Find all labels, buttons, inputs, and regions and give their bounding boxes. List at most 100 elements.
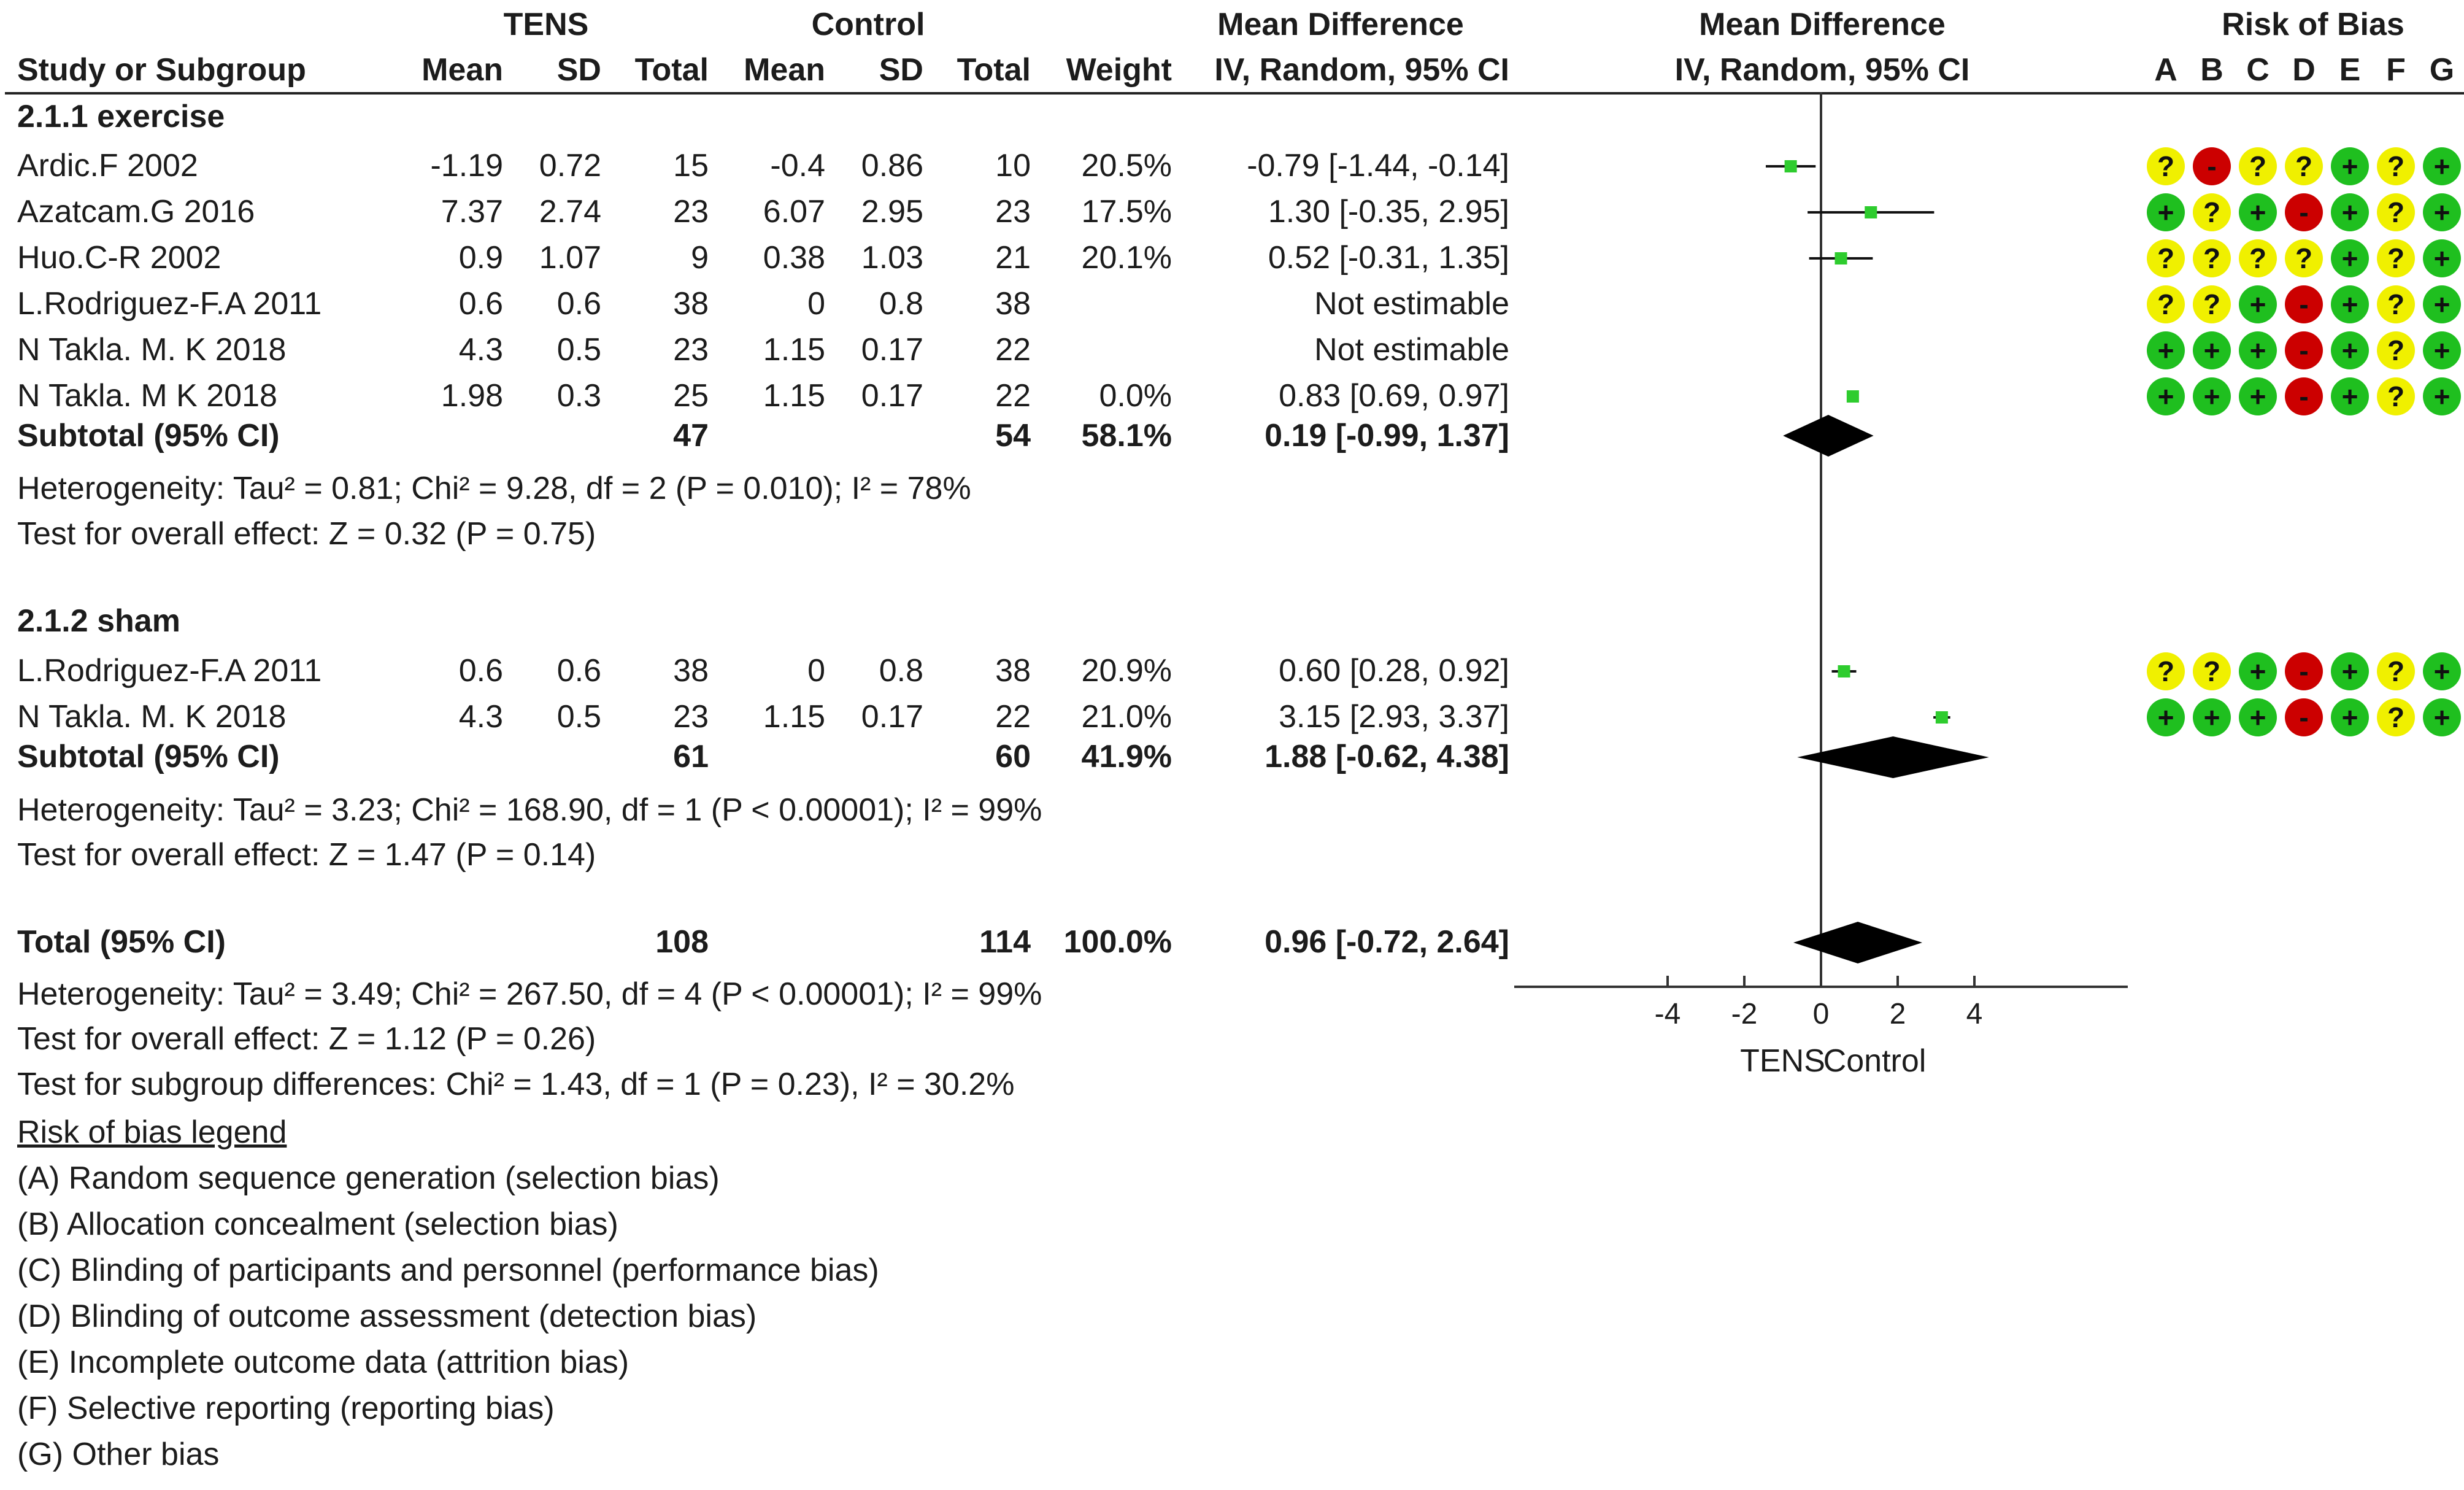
- subgroup-differences-text: Test for subgroup differences: Chi² = 1.…: [17, 1067, 1015, 1102]
- rob-symbol: +: [2434, 288, 2451, 320]
- rob-dot: [2285, 652, 2323, 690]
- rob-symbol: -: [2299, 334, 2308, 366]
- tens-sd: 0.72: [539, 148, 601, 183]
- rob-symbol: -: [2299, 380, 2308, 412]
- heterogeneity-text: Heterogeneity: Tau² = 3.23; Chi² = 168.9…: [17, 792, 1042, 828]
- rob-dot: [2147, 239, 2185, 277]
- mean2-header: Mean: [744, 52, 825, 88]
- rob-dot: [2423, 285, 2461, 323]
- rob-symbol: -: [2207, 150, 2216, 182]
- tens-mean: 4.3: [458, 332, 503, 368]
- control-total: 22: [995, 378, 1031, 414]
- total-ci: 0.96 [-0.72, 2.64]: [1265, 924, 1509, 960]
- rob-letter-e: E: [2339, 52, 2361, 88]
- rob-dot: [2193, 331, 2231, 369]
- weight: 20.9%: [1081, 653, 1172, 689]
- rob-dot: [2285, 193, 2323, 231]
- overall-effect-text: Test for overall effect: Z = 0.32 (P = 0…: [17, 516, 596, 552]
- favours-tens-label: TENS: [1740, 1043, 1825, 1079]
- rob-dot: [2147, 193, 2185, 231]
- study-marker: [1865, 206, 1877, 218]
- rob-symbol: +: [2434, 380, 2451, 412]
- rob-symbol: ?: [2249, 242, 2266, 274]
- rob-symbol: ?: [2387, 701, 2404, 733]
- rob-dot: [2377, 652, 2415, 690]
- control-total: 38: [995, 653, 1031, 689]
- rob-symbol: ?: [2387, 288, 2404, 320]
- sd2-header: SD: [879, 52, 923, 88]
- tens-mean: 1.98: [441, 378, 503, 414]
- rob-dot: [2423, 147, 2461, 185]
- control-sd: 0.86: [861, 148, 923, 183]
- weight: 21.0%: [1081, 699, 1172, 735]
- mean-difference-ci: Not estimable: [1314, 332, 1509, 368]
- study-marker: [1784, 160, 1797, 172]
- study-name: Huo.C-R 2002: [17, 240, 221, 276]
- rob-letter-f: F: [2386, 52, 2406, 88]
- rob-symbol: ?: [2387, 196, 2404, 228]
- x-tick-label: 0: [1813, 998, 1830, 1030]
- rob-symbol: +: [2250, 701, 2266, 733]
- rob-letter-b: B: [2200, 52, 2223, 88]
- subtotal-ci: 1.88 [-0.62, 4.38]: [1265, 739, 1509, 774]
- control-mean: 1.15: [763, 378, 825, 414]
- control-mean: 0: [807, 653, 825, 689]
- rob-dot: [2147, 377, 2185, 415]
- tens-sd: 1.07: [539, 240, 601, 276]
- group2-header: Control: [811, 7, 925, 42]
- rob-symbol: +: [2204, 701, 2220, 733]
- rob-symbol: ?: [2387, 150, 2404, 182]
- tens-total: 38: [673, 286, 709, 322]
- rob-dot: [2239, 377, 2277, 415]
- x-tick-label: 4: [1966, 998, 1983, 1030]
- md-subheader: IV, Random, 95% CI: [1214, 52, 1509, 88]
- heterogeneity-text: Heterogeneity: Tau² = 3.49; Chi² = 267.5…: [17, 976, 1042, 1012]
- rob-symbol: +: [2250, 334, 2266, 366]
- control-mean: 6.07: [763, 194, 825, 230]
- mean-difference-ci: Not estimable: [1314, 286, 1509, 322]
- rob-symbol: ?: [2203, 288, 2220, 320]
- weight-header: Weight: [1066, 52, 1172, 88]
- rob-dot: [2331, 193, 2369, 231]
- rob-dot: [2193, 698, 2231, 736]
- x-tick-label: 2: [1890, 998, 1906, 1030]
- subtotal-label: Subtotal (95% CI): [17, 418, 280, 454]
- subtotal-label: Subtotal (95% CI): [17, 739, 280, 774]
- rob-symbol: -: [2299, 196, 2308, 228]
- rob-dot: [2147, 331, 2185, 369]
- rob-dot: [2377, 377, 2415, 415]
- study-name: Ardic.F 2002: [17, 148, 198, 183]
- weight: 0.0%: [1099, 378, 1172, 414]
- control-mean: 1.15: [763, 332, 825, 368]
- rob-symbol: +: [2342, 150, 2358, 182]
- rob-dot: [2239, 652, 2277, 690]
- study-name: L.Rodriguez-F.A 2011: [17, 286, 322, 322]
- total-tens-total: 108: [655, 924, 709, 960]
- rob-dot: [2377, 285, 2415, 323]
- tens-mean: 0.6: [458, 653, 503, 689]
- control-total: 22: [995, 332, 1031, 368]
- heterogeneity-text: Heterogeneity: Tau² = 0.81; Chi² = 9.28,…: [17, 471, 971, 506]
- rob-dot: [2239, 239, 2277, 277]
- rob-dot: [2423, 331, 2461, 369]
- subtotal-control-total: 60: [995, 739, 1031, 774]
- rob-symbol: ?: [2157, 288, 2174, 320]
- rob-symbol: +: [2250, 380, 2266, 412]
- tens-total: 23: [673, 699, 709, 735]
- rob-symbol: +: [2434, 655, 2451, 687]
- total2-header: Total: [957, 52, 1031, 88]
- subgroup-title: 2.1.1 exercise: [17, 99, 225, 134]
- rob-symbol: -: [2299, 701, 2308, 733]
- rob-legend-item: (G) Other bias: [17, 1437, 220, 1472]
- rob-symbol: ?: [2157, 655, 2174, 687]
- control-sd: 0.17: [861, 332, 923, 368]
- control-total: 23: [995, 194, 1031, 230]
- overall-effect-text: Test for overall effect: Z = 1.12 (P = 0…: [17, 1021, 596, 1057]
- rob-legend-item: (B) Allocation concealment (selection bi…: [17, 1206, 618, 1242]
- rob-symbol: +: [2250, 196, 2266, 228]
- subtotal-control-total: 54: [995, 418, 1031, 454]
- total-label: Total (95% CI): [17, 924, 226, 960]
- rob-symbol: +: [2434, 150, 2451, 182]
